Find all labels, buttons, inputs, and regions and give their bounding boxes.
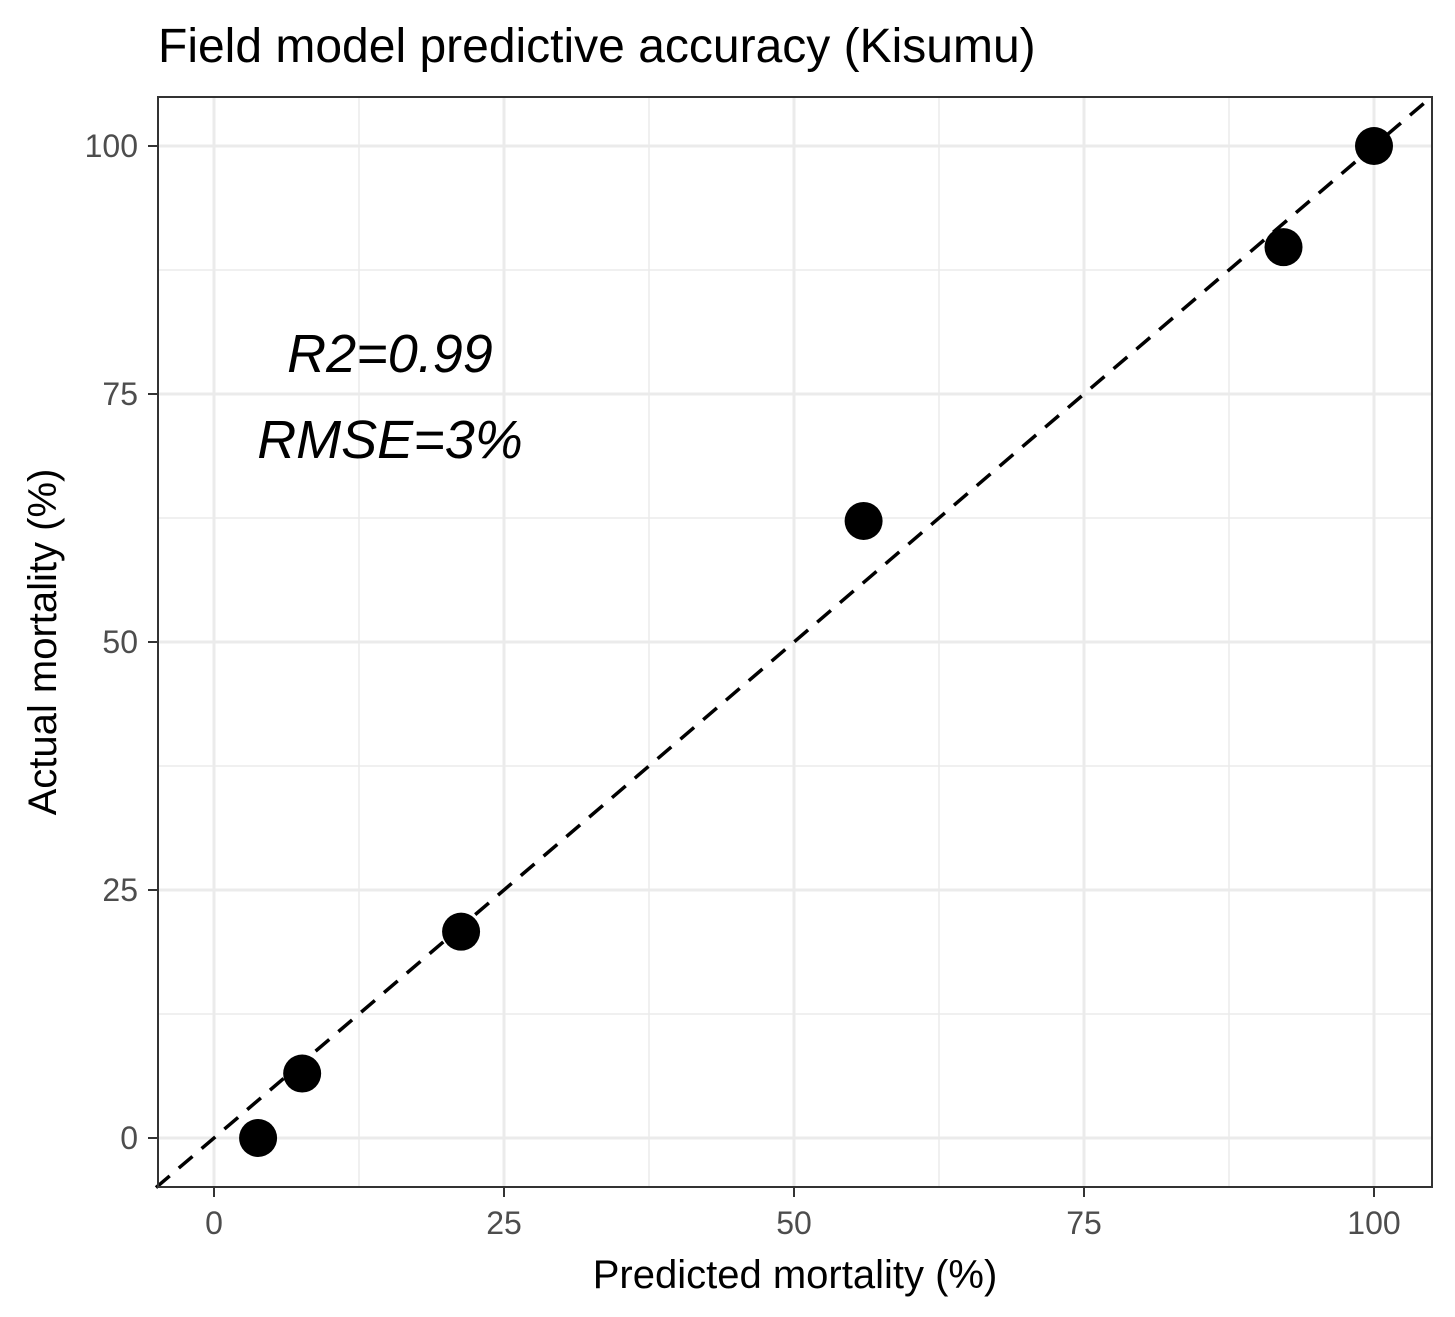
- data-point: [844, 501, 883, 540]
- x-tick-label: 0: [205, 1205, 223, 1241]
- y-tick-label: 25: [102, 872, 138, 908]
- data-point: [1355, 127, 1393, 165]
- y-axis-title: Actual mortality (%): [21, 469, 65, 816]
- y-axis-ticks: 0 25 50 75 100: [85, 128, 158, 1156]
- y-tick-label: 75: [102, 376, 138, 412]
- x-tick-label: 75: [1066, 1205, 1102, 1241]
- data-point: [283, 1054, 322, 1093]
- grid-major: [158, 97, 1432, 1187]
- x-axis-title: Predicted mortality (%): [593, 1253, 998, 1297]
- data-points: [239, 127, 1393, 1157]
- x-tick-label: 25: [486, 1205, 522, 1241]
- reference-line: [154, 95, 1434, 1189]
- x-tick-label: 100: [1347, 1205, 1400, 1241]
- chart-title: Field model predictive accuracy (Kisumu): [158, 20, 1036, 73]
- x-tick-label: 50: [776, 1205, 812, 1241]
- annotation-rmse: RMSE=3%: [257, 410, 523, 470]
- data-point: [239, 1119, 278, 1157]
- y-tick-label: 100: [85, 128, 138, 164]
- data-point: [442, 912, 481, 951]
- annotation-r2: R2=0.99: [287, 324, 493, 384]
- data-point: [1264, 228, 1303, 267]
- y-tick-label: 0: [120, 1120, 138, 1156]
- y-tick-label: 50: [102, 624, 138, 660]
- x-axis-ticks: 0 25 50 75 100: [205, 1187, 1401, 1241]
